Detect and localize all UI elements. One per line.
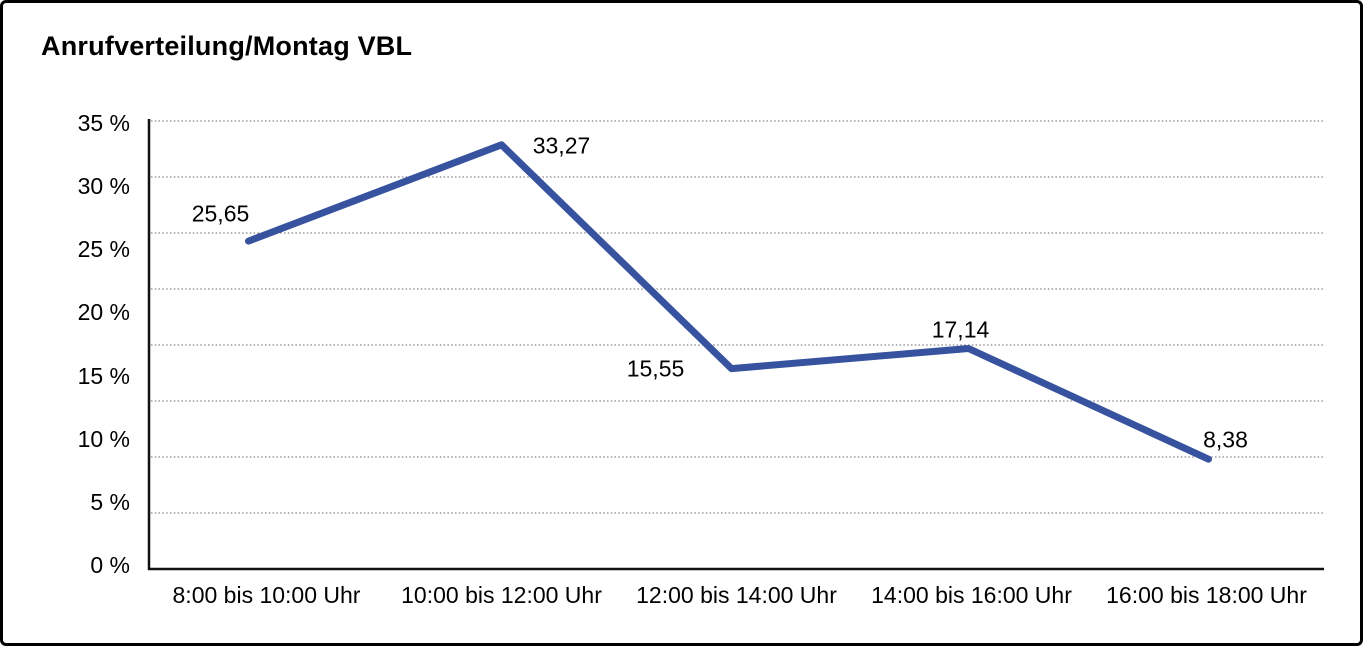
data-point-label: 15,55 — [626, 355, 685, 382]
y-axis-tick-label: 0 % — [90, 552, 130, 578]
line-chart-canvas — [147, 119, 1324, 571]
data-point-label: 25,65 — [191, 200, 250, 227]
x-axis-category-label: 12:00 bis 14:00 Uhr — [636, 582, 837, 608]
x-axis-category-label: 14:00 bis 16:00 Uhr — [871, 582, 1072, 608]
data-point-label: 33,27 — [532, 132, 591, 159]
y-axis-tick-label: 20 % — [77, 299, 130, 326]
series-line — [245, 141, 1212, 463]
y-axis-tick-label: 10 % — [77, 425, 130, 452]
y-axis-tick-label: 15 % — [77, 362, 130, 389]
y-axis-tick-label: 30 % — [77, 173, 130, 200]
y-axis-tick-label: 5 % — [90, 488, 130, 515]
x-axis-category-label: 10:00 bis 12:00 Uhr — [401, 582, 602, 608]
x-axis-category-label: 8:00 bis 10:00 Uhr — [172, 582, 361, 608]
x-axis-category-label: 16:00 bis 18:00 Uhr — [1106, 582, 1307, 608]
y-axis-tick-label: 35 % — [77, 110, 130, 136]
chart-title: Anrufverteilung/Montag VBL — [41, 31, 413, 61]
y-axis-tick-label: 25 % — [77, 236, 130, 263]
data-point-label: 17,14 — [931, 316, 990, 343]
data-point-label: 8,38 — [1203, 426, 1248, 453]
